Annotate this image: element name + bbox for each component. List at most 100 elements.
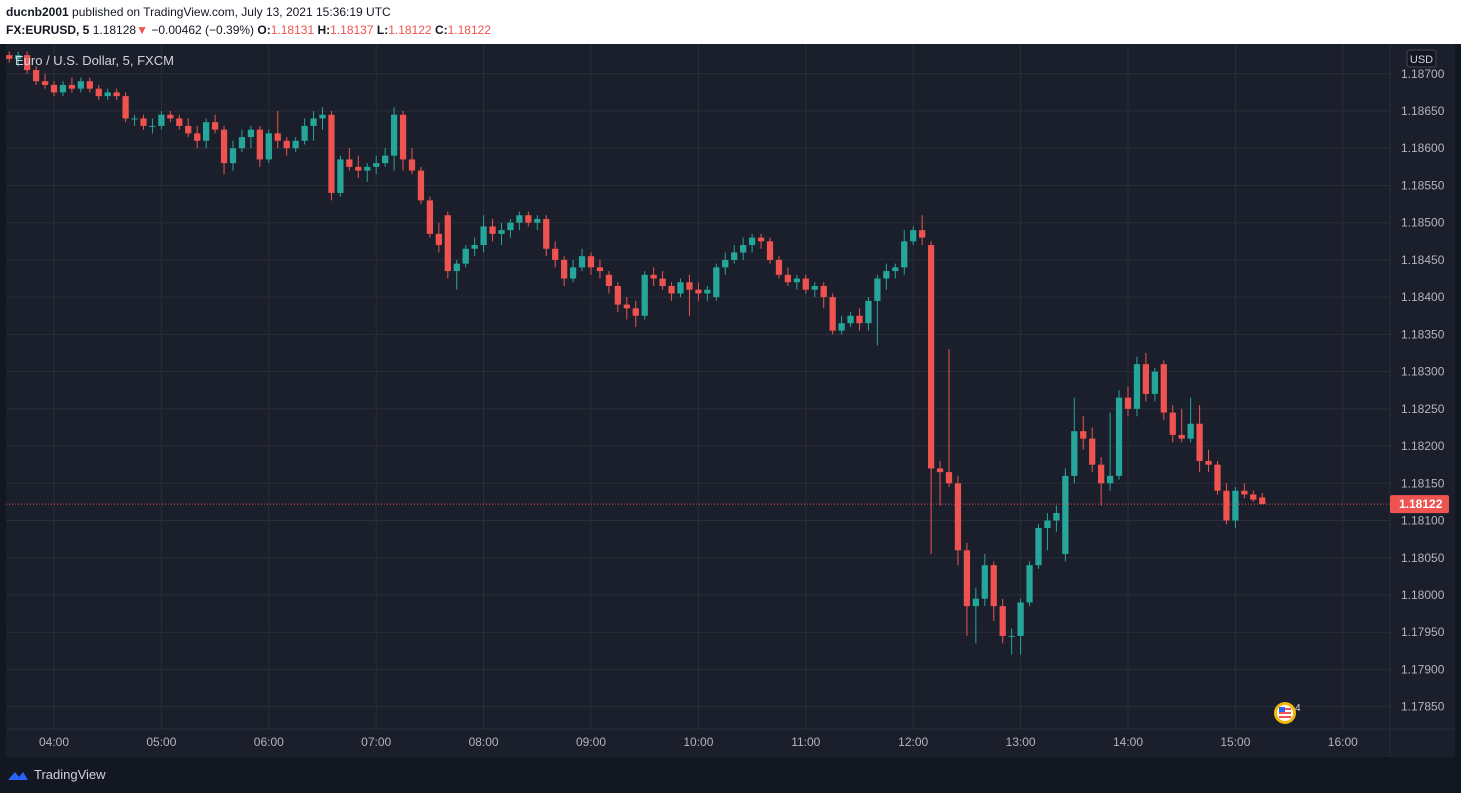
candle-body xyxy=(972,598,979,607)
candle-body xyxy=(534,218,541,223)
candle-body xyxy=(364,166,371,171)
candle-body xyxy=(668,285,675,294)
candle-body xyxy=(15,55,22,59)
price-tick-label: 1.18150 xyxy=(1401,476,1445,490)
time-tick-label: 13:00 xyxy=(1006,735,1036,749)
tradingview-cloud-icon xyxy=(8,771,28,780)
brand[interactable]: TradingView xyxy=(6,767,106,782)
candle-body xyxy=(507,222,514,231)
candle-body xyxy=(471,245,478,249)
price-tick-label: 1.18050 xyxy=(1401,551,1445,565)
candle-body xyxy=(346,159,353,167)
candle-body xyxy=(543,218,550,249)
author-name[interactable]: ducnb2001 xyxy=(6,5,69,19)
time-tick-label: 06:00 xyxy=(254,735,284,749)
price-axis[interactable]: 1.187501.187001.186501.186001.185501.185… xyxy=(1401,44,1445,714)
candle-body xyxy=(990,565,997,607)
time-tick-label: 10:00 xyxy=(683,735,713,749)
candle-body xyxy=(901,241,908,268)
candle-body xyxy=(677,282,684,294)
candle-body xyxy=(802,278,809,290)
time-tick-label: 16:00 xyxy=(1328,735,1358,749)
candle-body xyxy=(211,122,219,130)
publish-header: ducnb2001 published on TradingView.com, … xyxy=(0,0,1461,44)
candle-body xyxy=(623,304,630,309)
candle-body xyxy=(704,289,711,294)
candle-body xyxy=(856,315,863,324)
candle-body xyxy=(650,274,657,279)
candle-body xyxy=(77,81,84,89)
candle-body xyxy=(1259,497,1266,505)
last-price-label: 1.18122 xyxy=(1399,497,1443,511)
candle-body xyxy=(838,323,845,331)
candle-body xyxy=(1205,460,1212,465)
candle-body xyxy=(489,226,496,234)
time-tick-label: 04:00 xyxy=(39,735,69,749)
candle-body xyxy=(847,315,854,324)
currency-badge[interactable]: USD xyxy=(1406,49,1437,68)
candle-body xyxy=(498,230,505,234)
candle-body xyxy=(552,248,559,260)
footer: TradingView xyxy=(0,757,1461,793)
candle-body xyxy=(1214,464,1221,491)
candle-body xyxy=(167,114,174,119)
candle-body xyxy=(1053,513,1060,521)
candle-body xyxy=(238,137,246,149)
candle-body xyxy=(41,81,49,85)
price-tick-label: 1.18550 xyxy=(1401,178,1445,192)
time-tick-label: 15:00 xyxy=(1220,735,1250,749)
candle-body xyxy=(337,159,344,193)
candle-body xyxy=(95,88,102,97)
us-flag-icon[interactable]: 4 xyxy=(1274,702,1301,724)
candle-body xyxy=(1151,371,1158,394)
candle-body xyxy=(24,55,31,71)
candle-body xyxy=(1124,397,1132,409)
candle-body xyxy=(1017,602,1024,636)
candle-body xyxy=(695,289,702,294)
candle-body xyxy=(740,245,747,253)
time-tick-label: 14:00 xyxy=(1113,735,1143,749)
price-tick-label: 1.18350 xyxy=(1401,327,1445,341)
time-tick-label: 12:00 xyxy=(898,735,928,749)
candle-body xyxy=(820,285,827,298)
time-tick-label: 11:00 xyxy=(791,735,820,749)
candle-body xyxy=(59,84,67,93)
candle-body xyxy=(6,55,13,59)
price-tick-label: 1.18100 xyxy=(1401,514,1445,528)
candle-body xyxy=(605,274,613,286)
candlestick-chart[interactable]: 1.187501.187001.186501.186001.185501.185… xyxy=(6,44,1455,757)
candle-body xyxy=(641,274,648,316)
candle-body xyxy=(319,114,326,119)
time-axis[interactable]: 04:00 05:00 06:00 07:00 08:00 09:00 10:00 11:00… xyxy=(39,735,1358,749)
candle-body xyxy=(659,278,666,286)
candle-body xyxy=(883,271,890,279)
candle-body xyxy=(50,84,58,93)
candle-body xyxy=(757,237,765,242)
chart-title: Euro / U.S. Dollar, 5, FXCM xyxy=(15,53,174,68)
candle-body xyxy=(1115,397,1123,476)
candle-body xyxy=(194,133,201,141)
candle-body xyxy=(865,300,872,324)
candle-body xyxy=(1142,364,1150,394)
candle-body xyxy=(561,259,568,279)
candle-body xyxy=(1223,490,1230,521)
candle-body xyxy=(68,84,76,89)
price-tick-label: 1.18000 xyxy=(1401,588,1445,602)
candle-body xyxy=(874,278,881,301)
candle-body xyxy=(1098,464,1105,484)
low-label: L: xyxy=(376,23,389,37)
price-tick-label: 1.18500 xyxy=(1401,216,1445,230)
candle-body xyxy=(775,259,783,275)
chart-panel[interactable]: 1.187501.187001.186501.186001.185501.185… xyxy=(6,44,1455,757)
price-tick-label: 1.17850 xyxy=(1401,700,1445,714)
time-tick-label: 09:00 xyxy=(576,735,606,749)
candle-body xyxy=(1178,434,1185,439)
candle-body xyxy=(399,114,407,160)
candle-body xyxy=(578,256,586,268)
candle-body xyxy=(784,274,792,283)
candle-body xyxy=(113,92,120,97)
candle-body xyxy=(936,468,944,473)
candle-body xyxy=(919,230,926,238)
candle-body xyxy=(355,166,362,171)
candle-body xyxy=(158,114,165,126)
